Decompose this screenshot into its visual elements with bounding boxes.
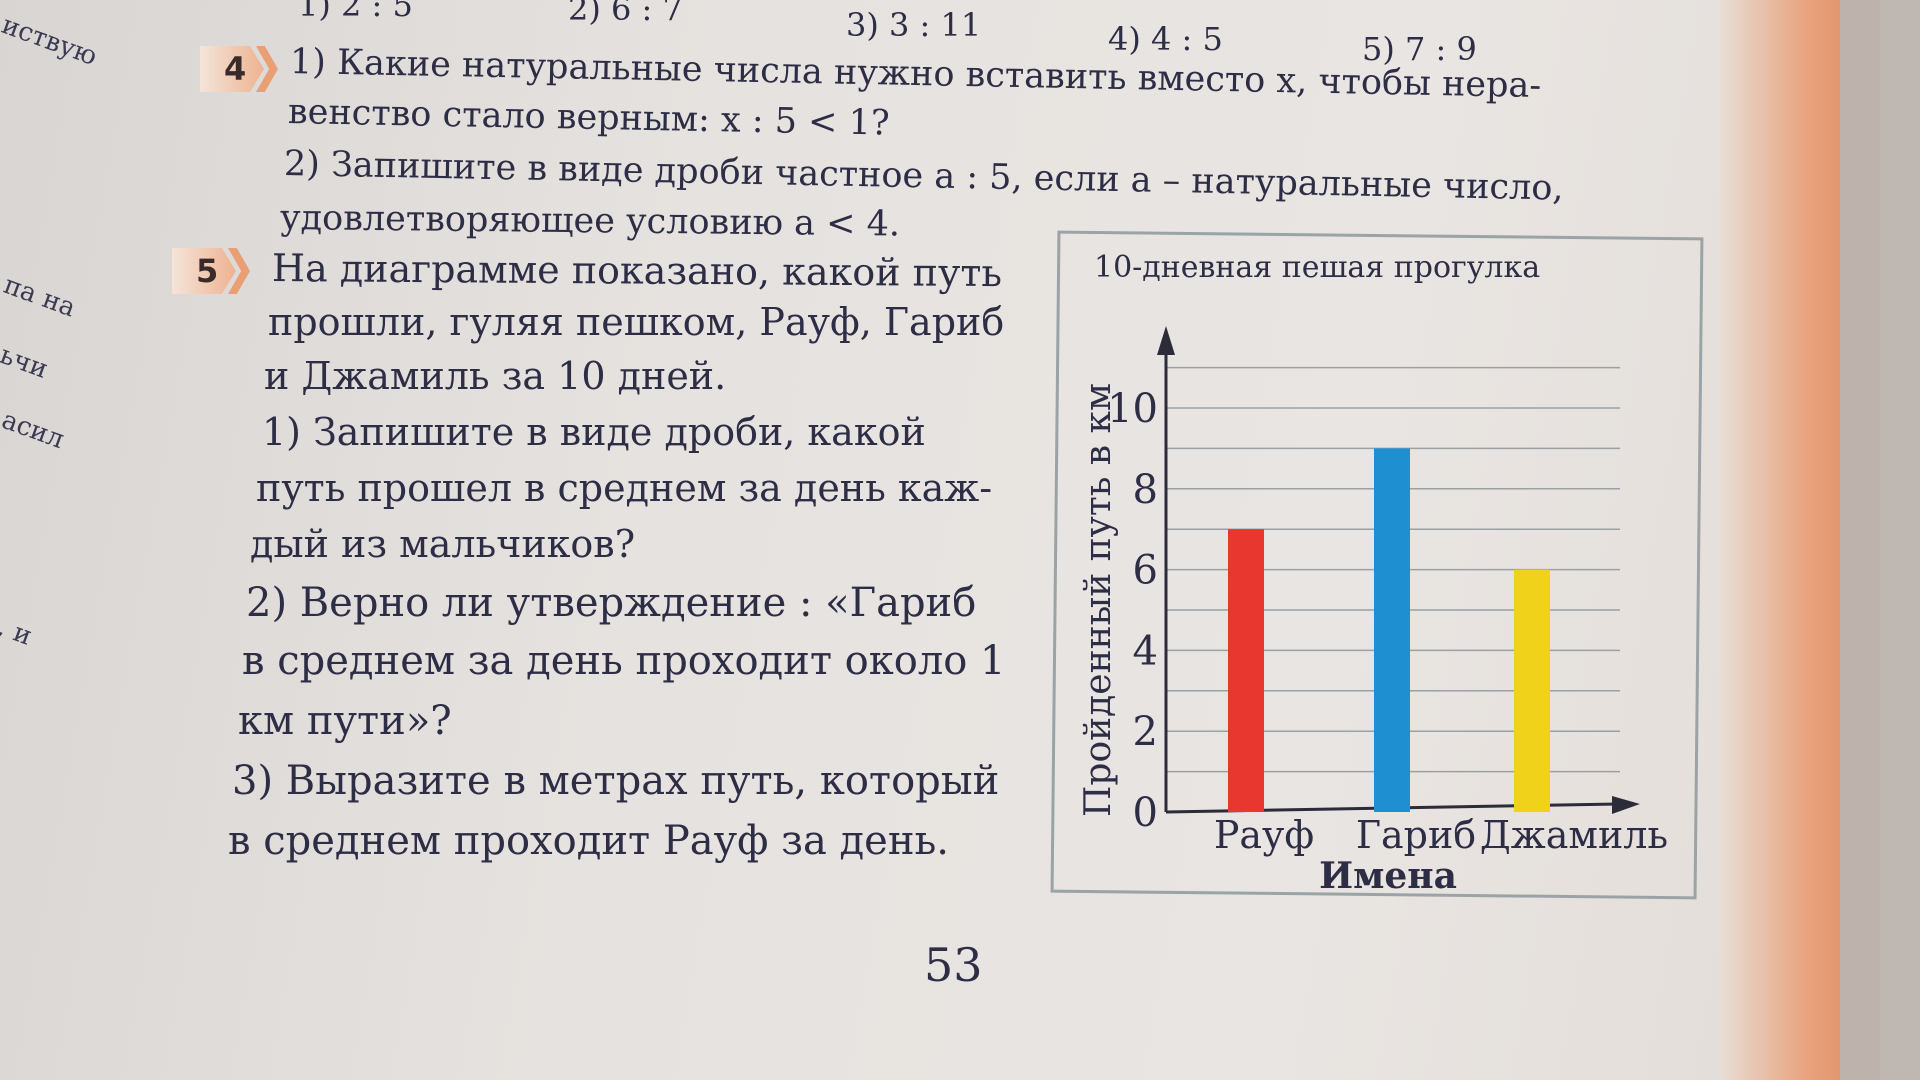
page-edge-shadow <box>1840 0 1880 1080</box>
y-tick-label: 10 <box>1107 386 1158 432</box>
y-axis-arrow <box>1157 326 1175 355</box>
task5-line: прошли, гуляя пешком, Рауф, Гариб <box>268 300 1005 344</box>
y-axis-label: Пройденный путь в км <box>1078 383 1119 817</box>
x-category-label: Джамиль <box>1480 813 1668 857</box>
x-category-label: Гариб <box>1356 813 1476 857</box>
y-tick-label: 2 <box>1133 709 1158 755</box>
task5-line: путь прошел в среднем за день каж- <box>256 466 993 510</box>
task5-line: 3) Выразите в метрах путь, который <box>232 758 1000 804</box>
x-axis-label: Имена <box>1319 855 1457 897</box>
y-tick-label: 0 <box>1133 790 1158 836</box>
textbook-page: иствую па на ьчи асил , и 1) 2 : 5 2) 6 … <box>0 0 1880 1080</box>
task5-line: в среднем за день проходит около 1 <box>242 638 1006 684</box>
y-tick-label: 8 <box>1133 467 1158 513</box>
bar-1 <box>1228 529 1264 812</box>
answer-option: 3) 3 : 11 <box>846 6 982 44</box>
x-category-label: Рауф <box>1214 813 1314 857</box>
bar-3 <box>1514 569 1550 812</box>
task-number-badge: 4 <box>200 46 278 92</box>
task5-line: 2) Верно ли утверждение : «Гариб <box>246 580 977 626</box>
task5-line: км пути»? <box>238 698 452 744</box>
answer-option: 2) 6 : 7 <box>568 0 683 28</box>
page-number: 53 <box>924 938 983 992</box>
answer-option: 4) 4 : 5 <box>1108 20 1223 58</box>
answer-option: 1) 2 : 5 <box>298 0 413 24</box>
answer-option: 5) 7 : 9 <box>1362 30 1477 68</box>
y-tick-label: 4 <box>1133 628 1158 674</box>
task-number-badge: 5 <box>172 248 250 294</box>
task5-line: и Джамиль за 10 дней. <box>264 354 727 398</box>
x-axis-arrow <box>1612 796 1640 814</box>
task5-line: 1) Запишите в виде дроби, какой <box>262 410 926 454</box>
y-tick-label: 6 <box>1133 548 1158 594</box>
task5-line: в среднем проходит Рауф за день. <box>228 818 949 864</box>
bar-chart: 0 2 4 6 8 10 Рауф Гариб Джамиль Имена Пройденный п… <box>1078 326 1668 897</box>
bar-2 <box>1374 448 1410 812</box>
chart-title: 10-дневная пешая прогулка <box>1094 250 1541 285</box>
task5-line: дый из мальчиков? <box>250 522 636 566</box>
